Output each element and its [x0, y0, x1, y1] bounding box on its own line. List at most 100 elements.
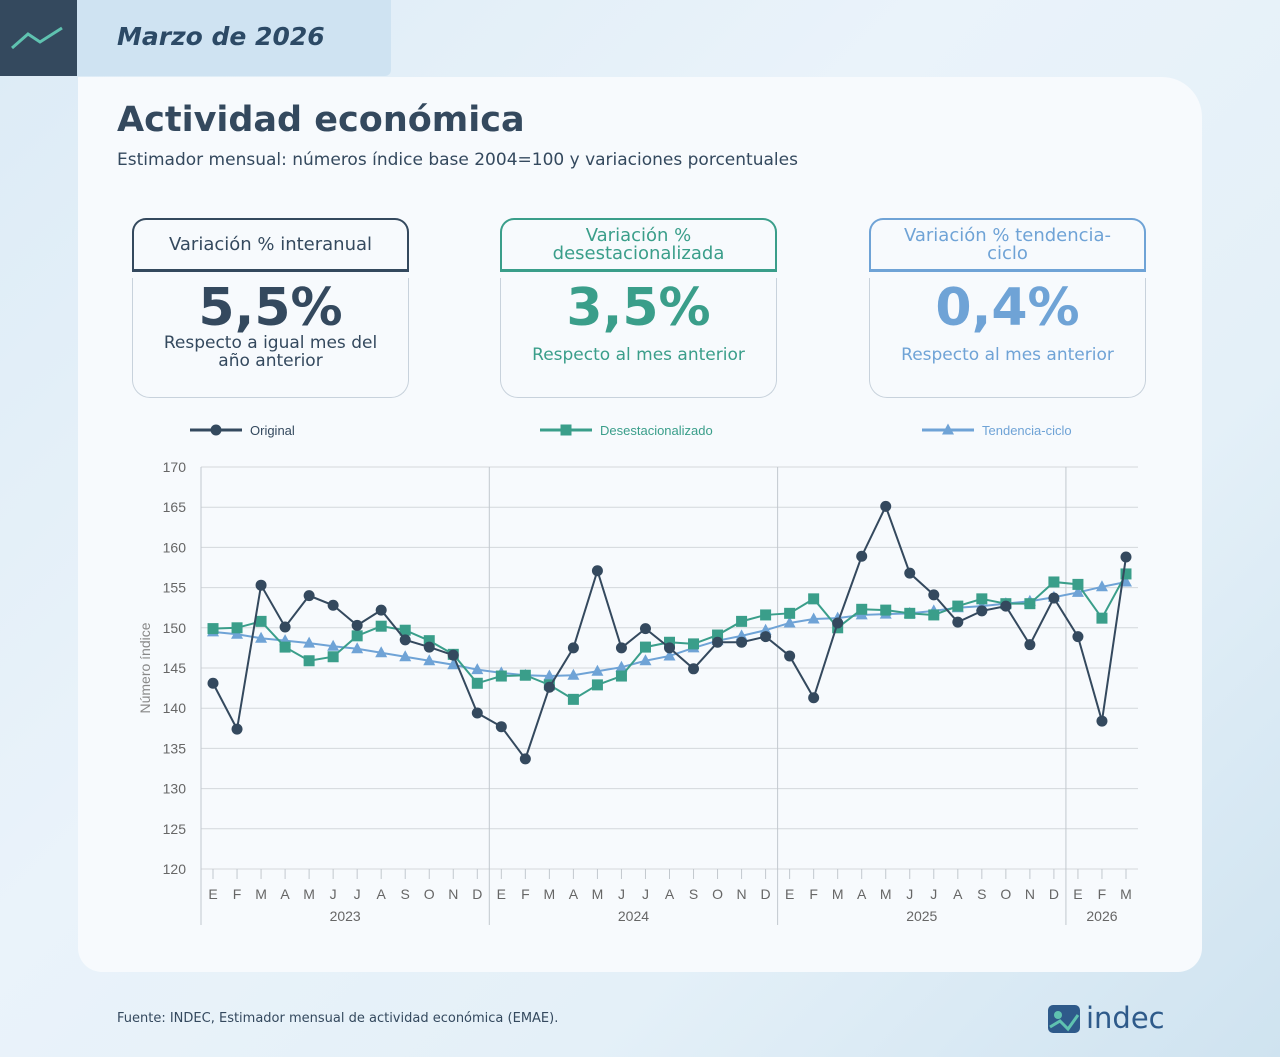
point	[880, 604, 892, 616]
y-tick-label: 135	[163, 740, 187, 756]
point	[375, 620, 387, 632]
point	[375, 646, 388, 658]
point	[736, 615, 748, 627]
x-tick-label: M	[592, 886, 604, 902]
point	[447, 658, 460, 670]
y-tick-label: 165	[163, 499, 187, 515]
kpi-value: 5,5%	[198, 278, 343, 338]
point	[1071, 585, 1084, 597]
x-tick-label: O	[712, 886, 723, 902]
x-tick-label: S	[689, 886, 698, 902]
point	[423, 654, 436, 666]
series-line	[212, 573, 1127, 701]
point	[543, 681, 555, 693]
point	[735, 629, 748, 641]
point	[952, 600, 964, 612]
point	[351, 630, 363, 642]
point	[976, 605, 988, 617]
point	[351, 642, 364, 654]
point	[976, 593, 988, 605]
page-subtitle: Estimador mensual: números índice base 2…	[117, 150, 798, 170]
point	[399, 650, 412, 662]
point	[784, 607, 796, 619]
point	[664, 642, 675, 654]
point	[1120, 568, 1132, 580]
x-tick-label: M	[255, 886, 267, 902]
point	[560, 424, 572, 436]
kpi-value: 0,4%	[935, 278, 1080, 338]
x-tick-label: F	[1098, 886, 1107, 902]
y-tick-label: 150	[163, 620, 187, 636]
point	[807, 612, 820, 624]
point	[615, 642, 627, 654]
logo-text: indec	[1086, 1001, 1165, 1035]
point	[519, 669, 531, 681]
year-label: 2024	[618, 908, 649, 924]
x-tick-label: E	[208, 886, 217, 902]
point	[471, 677, 483, 689]
point	[210, 424, 222, 436]
kpi-title: Variación % tendencia-ciclo	[869, 218, 1146, 272]
point	[231, 622, 243, 634]
point	[952, 616, 964, 628]
x-tick-label: O	[1000, 886, 1011, 902]
kpi-card: Variación % desestacionalizada 3,5% Respec…	[500, 218, 777, 398]
point	[856, 550, 868, 562]
point	[615, 670, 627, 682]
x-tick-label: S	[977, 886, 986, 902]
point	[688, 638, 700, 650]
x-tick-label: E	[1073, 886, 1082, 902]
point	[1048, 576, 1060, 588]
point	[471, 707, 483, 719]
header-date: Marzo de 2026	[117, 22, 325, 51]
point	[1048, 592, 1060, 604]
series-line	[212, 580, 1127, 678]
point	[375, 604, 387, 616]
x-tick-label: D	[1049, 886, 1059, 902]
point	[255, 579, 267, 591]
x-tick-label: N	[1025, 886, 1035, 902]
x-tick-label: J	[906, 886, 913, 902]
x-tick-label: M	[544, 886, 556, 902]
point	[231, 723, 243, 735]
point	[303, 655, 315, 667]
point	[543, 669, 556, 681]
point	[1024, 639, 1036, 651]
point	[207, 677, 219, 689]
point	[712, 629, 724, 641]
x-tick-label: F	[233, 886, 242, 902]
point	[399, 624, 411, 636]
x-tick-label: M	[880, 886, 892, 902]
point	[615, 660, 628, 672]
kpi-value: 3,5%	[566, 278, 711, 338]
point	[928, 609, 940, 621]
point	[279, 621, 291, 633]
kpi-body: 5,5% Respecto a igual mes del año anterio…	[132, 278, 409, 398]
point	[688, 663, 700, 675]
point	[303, 590, 315, 602]
x-tick-label: S	[401, 886, 410, 902]
point	[327, 651, 339, 663]
point	[808, 593, 820, 605]
point	[423, 641, 435, 653]
series	[207, 500, 1132, 765]
point	[759, 623, 772, 635]
point	[760, 631, 772, 643]
series-line	[212, 503, 1127, 761]
series	[207, 568, 1132, 705]
year-label: 2025	[906, 908, 937, 924]
kpi-note: Respecto al mes anterior	[901, 345, 1114, 365]
point	[567, 668, 580, 680]
kpi-body: 0,4% Respecto al mes anterior	[869, 278, 1146, 398]
point	[928, 589, 940, 601]
x-tick-label: A	[857, 886, 867, 902]
point	[760, 609, 772, 621]
point	[207, 623, 219, 635]
x-tick-label: N	[737, 886, 747, 902]
point	[519, 753, 531, 765]
x-tick-label: D	[761, 886, 771, 902]
point	[303, 636, 316, 648]
x-tick-label: E	[785, 886, 794, 902]
point	[856, 603, 868, 615]
